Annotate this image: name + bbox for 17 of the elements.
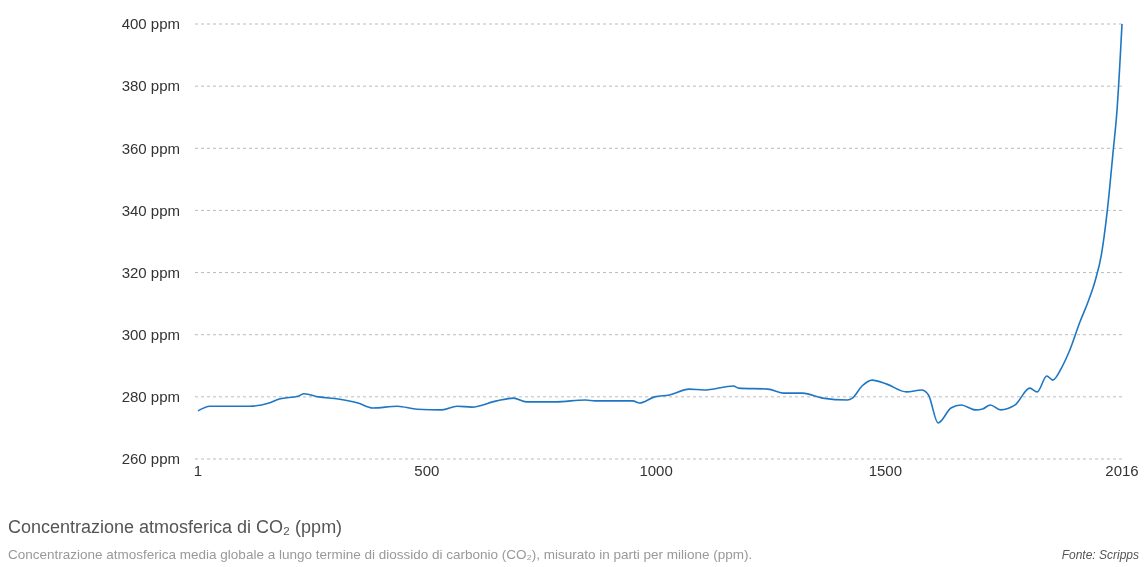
y-tick-label: 280 ppm: [121, 388, 180, 406]
y-tick-label: 380 ppm: [121, 77, 180, 95]
x-tick-label: 2016: [1105, 462, 1139, 479]
x-tick-label: 1500: [868, 462, 903, 479]
y-tick-label: 260 ppm: [121, 450, 180, 468]
line-series: [197, 23, 1123, 424]
text: Concentrazione atmosferica media globale a lungo termine di diossido di carbonio (CO₂), misurato in parti per milione (ppm).: [8, 547, 753, 562]
text: Concentrazione atmosferica di CO₂ (ppm): [8, 517, 343, 537]
x-tick-label: 500: [414, 462, 440, 479]
y-tick-label: 400 ppm: [121, 15, 180, 33]
x-tick-label: 1000: [639, 462, 673, 479]
y-tick-label: 340 ppm: [121, 201, 180, 219]
y-tick-label: 320 ppm: [121, 263, 180, 281]
source-note: Fonte: Scripps: [1061, 548, 1139, 562]
x-tick-label: 1: [193, 462, 203, 479]
y-tick-label: 300 ppm: [121, 325, 180, 343]
y-tick-label: 360 ppm: [121, 139, 180, 157]
